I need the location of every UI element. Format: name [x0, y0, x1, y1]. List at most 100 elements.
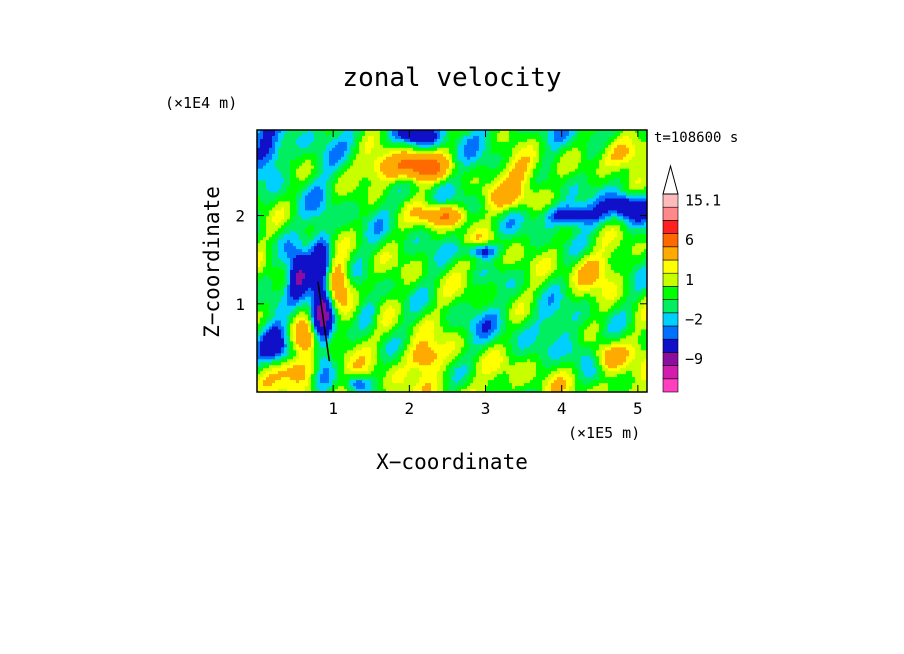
heatmap-cell [566, 135, 570, 140]
heatmap-cell [491, 153, 495, 158]
heatmap-cell [467, 183, 471, 188]
heatmap-cell [395, 183, 399, 188]
heatmap-cell [638, 141, 642, 146]
heatmap-cell [629, 189, 633, 194]
heatmap-cell [632, 138, 636, 143]
heatmap-cell [305, 183, 309, 188]
heatmap-cell [476, 165, 480, 170]
heatmap-cell [350, 162, 354, 167]
heatmap-cell [296, 165, 300, 170]
heatmap-cell [473, 159, 477, 164]
heatmap-cell [413, 141, 417, 146]
heatmap-cell [308, 159, 312, 164]
heatmap-cell [419, 168, 423, 173]
heatmap-cell [644, 189, 647, 194]
heatmap-cell [497, 192, 501, 197]
heatmap-cell [455, 150, 459, 155]
heatmap-cell [599, 177, 603, 182]
heatmap-cell [257, 141, 261, 146]
heatmap-cell [467, 135, 471, 140]
heatmap-cell [464, 180, 468, 185]
heatmap-cell [359, 171, 363, 176]
heatmap-cell [443, 183, 447, 188]
heatmap-cell [338, 159, 342, 164]
heatmap-cell [596, 186, 600, 191]
heatmap-cell [341, 171, 345, 176]
heatmap-cell [386, 135, 390, 140]
heatmap-cell [365, 150, 369, 155]
heatmap-cell [296, 141, 300, 146]
heatmap-cell [419, 183, 423, 188]
heatmap-cell [332, 130, 336, 134]
heatmap-cell [398, 156, 402, 161]
heatmap-cell [278, 189, 282, 194]
heatmap-cell [281, 153, 285, 158]
heatmap-cell [494, 192, 498, 197]
heatmap-cell [320, 162, 324, 167]
heatmap-cell [311, 144, 315, 149]
heatmap-cell [629, 165, 633, 170]
heatmap-cell [554, 141, 558, 146]
heatmap-cell [500, 156, 504, 161]
heatmap-cell [608, 180, 612, 185]
heatmap-cell [260, 156, 264, 161]
heatmap-cell [374, 141, 378, 146]
heatmap-cell [326, 150, 330, 155]
heatmap-cell [290, 189, 294, 194]
heatmap-cell [305, 130, 309, 134]
heatmap-cell [467, 138, 471, 143]
heatmap-cell [287, 138, 291, 143]
heatmap-cell [308, 183, 312, 188]
heatmap-cell [395, 168, 399, 173]
heatmap-cell [389, 150, 393, 155]
heatmap-field [257, 130, 647, 392]
heatmap-cell [401, 135, 405, 140]
heatmap-cell [644, 144, 647, 149]
heatmap-cell [605, 177, 609, 182]
heatmap-cell [629, 171, 633, 176]
heatmap-cell [572, 130, 576, 134]
heatmap-cell [260, 177, 264, 182]
heatmap-cell [437, 150, 441, 155]
heatmap-cell [608, 135, 612, 140]
heatmap-cell [497, 186, 501, 191]
heatmap-cell [467, 147, 471, 152]
heatmap-cell [380, 174, 384, 179]
heatmap-cell [404, 192, 408, 197]
heatmap-cell [581, 162, 585, 167]
heatmap-cell [482, 147, 486, 152]
heatmap-cell [521, 132, 525, 137]
heatmap-cell [533, 144, 537, 149]
heatmap-cell [551, 150, 555, 155]
heatmap-cell [479, 189, 483, 194]
heatmap-cell [266, 180, 270, 185]
heatmap-cell [362, 132, 366, 137]
heatmap-cell [398, 130, 402, 134]
heatmap-cell [386, 130, 390, 134]
heatmap-cell [617, 130, 621, 134]
heatmap-cell [338, 156, 342, 161]
heatmap-cell [338, 186, 342, 191]
heatmap-cell [578, 159, 582, 164]
heatmap-cell [521, 180, 525, 185]
heatmap-cell [506, 153, 510, 158]
heatmap-cell [263, 168, 267, 173]
heatmap-cell [302, 147, 306, 152]
heatmap-cell [464, 138, 468, 143]
heatmap-cell [260, 162, 264, 167]
heatmap-cell [461, 132, 465, 137]
heatmap-cell [608, 144, 612, 149]
heatmap-cell [389, 153, 393, 158]
heatmap-cell [626, 177, 630, 182]
heatmap-cell [518, 177, 522, 182]
heatmap-cell [293, 147, 297, 152]
heatmap-cell [395, 189, 399, 194]
heatmap-cell [509, 156, 513, 161]
heatmap-cell [317, 177, 321, 182]
heatmap-cell [593, 132, 597, 137]
heatmap-cell [377, 186, 381, 191]
heatmap-cell [299, 153, 303, 158]
heatmap-cell [587, 174, 591, 179]
heatmap-cell [362, 183, 366, 188]
heatmap-cell [407, 150, 411, 155]
